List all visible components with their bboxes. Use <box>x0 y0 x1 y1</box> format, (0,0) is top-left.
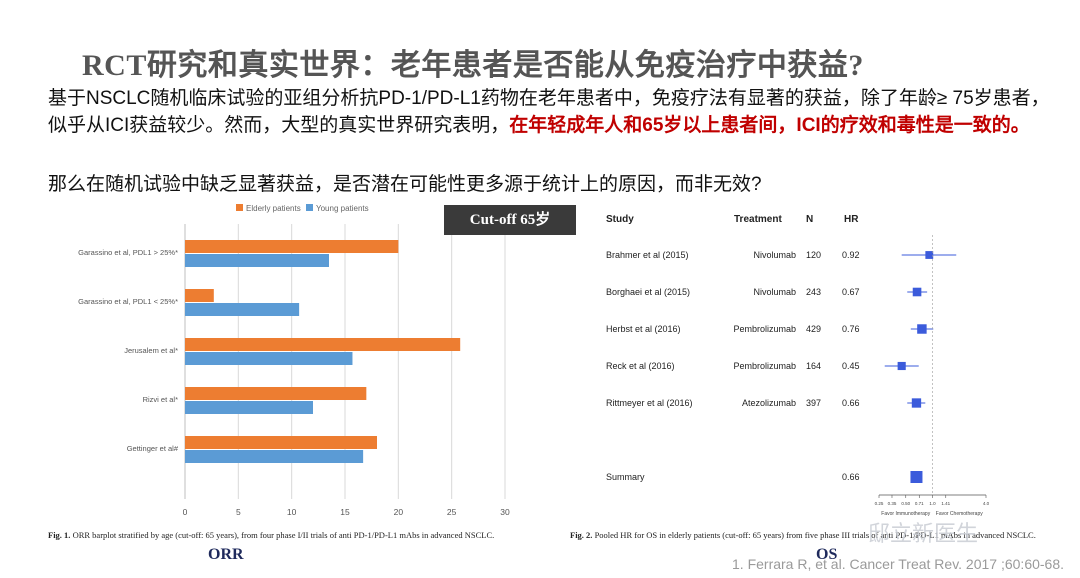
bar <box>185 387 367 400</box>
forest-hr: 0.66 <box>842 398 860 408</box>
bar <box>185 352 353 365</box>
hr-marker <box>897 361 906 371</box>
forest-header: HR <box>844 214 859 225</box>
orr-caption-prefix: Fig. 1. <box>48 530 71 540</box>
forest-header: N <box>806 214 813 225</box>
forest-study: Brahmer et al (2015) <box>606 250 689 260</box>
forest-summary-hr: 0.66 <box>842 472 860 482</box>
forest-tick-label: 1.41 <box>941 501 950 506</box>
bar <box>185 401 313 414</box>
orr-bar-chart: Elderly patients Young patients 0 5 10 15 20 25… <box>78 204 510 517</box>
bar <box>185 303 300 316</box>
cutoff-badge: Cut-off 65岁 <box>444 205 576 235</box>
forest-tick-label: 0.35 <box>888 501 897 506</box>
orr-caption-text: ORR barplot stratified by age (cut-off: … <box>70 530 495 540</box>
category-label: Garassino et al, PDL1 < 25%* <box>78 297 178 306</box>
forest-hr: 0.76 <box>842 324 860 334</box>
forest-treatment: Atezolizumab <box>742 398 796 408</box>
x-tick-label: 10 <box>287 507 297 517</box>
hr-marker <box>925 251 934 259</box>
forest-header: Study <box>606 214 634 225</box>
forest-tick-label: 0.50 <box>901 501 910 506</box>
forest-summary-label: Summary <box>606 472 645 482</box>
forest-header: Treatment <box>734 214 782 225</box>
forest-study: Borghaei et al (2015) <box>606 287 690 297</box>
legend-label: Elderly patients <box>246 204 301 213</box>
forest-n: 243 <box>806 287 821 297</box>
forest-tick-label: 1.0 <box>929 501 936 506</box>
bar <box>185 338 461 351</box>
os-caption-text: Pooled HR for OS in elderly patients (cu… <box>592 530 1036 540</box>
forest-n: 164 <box>806 361 821 371</box>
os-label: OS <box>816 546 838 563</box>
bar <box>185 254 329 267</box>
forest-n: 397 <box>806 398 821 408</box>
orr-label: ORR <box>208 546 244 563</box>
forest-tick-label: 0.25 <box>875 501 884 506</box>
x-tick-label: 20 <box>394 507 404 517</box>
watermark: 邸立新医生 <box>868 521 979 546</box>
hr-marker <box>911 398 922 408</box>
x-tick-label: 15 <box>340 507 350 517</box>
category-label: Jerusalem et al* <box>124 346 178 355</box>
legend-swatch <box>306 204 313 211</box>
os-caption-prefix: Fig. 2. <box>570 530 593 540</box>
intro-highlight-text: 在年轻成年人和65岁以上患者间，ICI的疗效和毒性是一致的。 <box>509 115 1030 136</box>
bar <box>185 289 214 302</box>
intro-normal-text: 基于NSCLC随机临床试验的亚组分析抗PD-1/PD-L1药物在老年患者中，免疫… <box>48 88 1050 136</box>
forest-study: Rittmeyer et al (2016) <box>606 398 693 408</box>
bar <box>185 436 377 449</box>
forest-study: Herbst et al (2016) <box>606 324 681 334</box>
forest-tick-label: 4.0 <box>983 501 990 506</box>
os-forest-plot: Study Treatment N HR Brahmer et al (2015) Niv… <box>606 214 990 517</box>
forest-treatment: Pembrolizumab <box>733 324 796 334</box>
question-text: 那么在随机试验中缺乏显著获益，是否潜在可能性更多源于统计上的原因，而非无效? <box>48 174 762 195</box>
reference-text: 1. Ferrara R, et al. Cancer Treat Rev. 2… <box>732 556 1065 572</box>
forest-tick-label: 0.71 <box>915 501 924 506</box>
summary-marker <box>910 471 923 483</box>
intro-paragraph: 基于NSCLC随机临床试验的亚组分析抗PD-1/PD-L1药物在老年患者中，免疫… <box>48 85 1058 139</box>
forest-treatment: Pembrolizumab <box>733 361 796 371</box>
os-caption: Fig. 2. Pooled HR for OS in elderly pati… <box>570 530 1060 540</box>
slide-title: RCT研究和真实世界：老年患者是否能从免疫治疗中获益? <box>82 49 864 82</box>
hr-marker <box>917 324 927 334</box>
category-label: Gettinger et al# <box>127 444 179 453</box>
favor-right-label: Favor Chemotherapy <box>936 511 983 517</box>
legend-swatch <box>236 204 243 211</box>
x-tick-label: 0 <box>183 507 188 517</box>
x-tick-label: 5 <box>236 507 241 517</box>
bar <box>185 450 364 463</box>
bar <box>185 240 399 253</box>
category-label: Garassino et al, PDL1 > 25%* <box>78 248 178 257</box>
forest-n: 120 <box>806 250 821 260</box>
orr-caption: Fig. 1. ORR barplot stratified by age (c… <box>48 530 494 540</box>
hr-marker <box>912 287 922 297</box>
forest-study: Reck et al (2016) <box>606 361 675 371</box>
category-label: Rizvi et al* <box>143 395 179 404</box>
forest-hr: 0.45 <box>842 361 860 371</box>
forest-treatment: Nivolumab <box>753 287 796 297</box>
favor-left-label: Favor Immunotherapy <box>881 511 930 517</box>
forest-treatment: Nivolumab <box>753 250 796 260</box>
forest-n: 429 <box>806 324 821 334</box>
x-tick-label: 30 <box>500 507 510 517</box>
forest-hr: 0.67 <box>842 287 860 297</box>
x-tick-label: 25 <box>447 507 457 517</box>
legend-label: Young patients <box>316 204 369 213</box>
forest-hr: 0.92 <box>842 250 860 260</box>
